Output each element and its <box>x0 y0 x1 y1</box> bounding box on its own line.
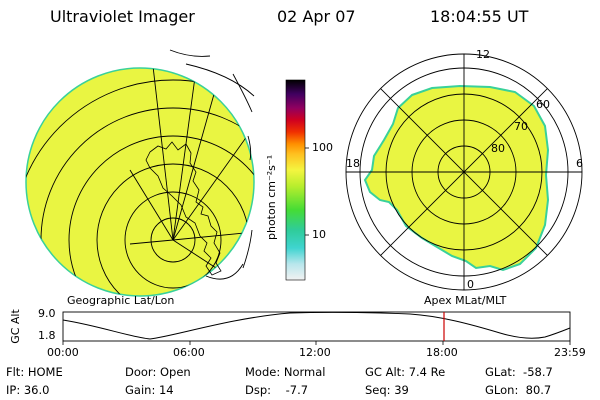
polar-plot <box>345 53 583 291</box>
color-bar <box>285 79 309 281</box>
color-bar-gradient <box>285 79 306 281</box>
instrument-title: Ultraviolet Imager <box>50 7 195 26</box>
colorbar-tick-100: 100 <box>312 141 333 154</box>
filter-readout: Flt: HOME <box>6 365 63 379</box>
seq-readout: Seq: 39 <box>365 383 409 397</box>
time-label-0600: 06:00 <box>173 346 205 359</box>
time-label-1800: 18:00 <box>426 346 458 359</box>
colorbar-unit-label: photon cm⁻²s⁻¹ <box>265 154 278 240</box>
glat-readout: GLat: -58.7 <box>485 365 553 379</box>
time-label-1200: 12:00 <box>299 346 331 359</box>
magnetic-map-label: Apex MLat/MLT <box>424 294 507 307</box>
door-readout: Door: Open <box>125 365 191 379</box>
mlt-label-18: 18 <box>346 157 360 170</box>
ip-readout: IP: 36.0 <box>6 383 50 397</box>
coastline <box>145 141 222 276</box>
colorbar-tick-10: 10 <box>312 228 326 241</box>
altitude-plot-frame <box>62 311 571 342</box>
mlat-label-60: 60 <box>536 98 550 111</box>
altitude-y-top: 9.0 <box>38 307 56 320</box>
mlt-label-6: 6 <box>576 157 583 170</box>
gc-alt-readout: GC Alt: 7.4 Re <box>365 365 446 379</box>
mode-readout: Mode: Normal <box>245 365 326 379</box>
mlt-label-12: 12 <box>476 48 490 61</box>
time-label-0000: 00:00 <box>47 346 79 359</box>
altitude-plot <box>62 311 571 345</box>
mlt-label-0: 0 <box>467 278 474 291</box>
altitude-axis-label: GC Alt <box>8 309 22 344</box>
glon-readout: GLon: 80.7 <box>485 383 552 397</box>
dsp-readout: Dsp: -7.7 <box>245 383 309 397</box>
time-ticks <box>62 341 571 345</box>
altitude-curve <box>62 311 571 340</box>
mlat-label-70: 70 <box>514 120 528 133</box>
earth-disk <box>25 67 255 297</box>
polar-grid <box>346 54 582 290</box>
date-label: 02 Apr 07 <box>277 7 356 26</box>
mlat-label-80: 80 <box>491 142 505 155</box>
time-label-2359: 23:59 <box>554 346 586 359</box>
limb-grid-extension <box>169 49 255 280</box>
altitude-y-bottom: 1.8 <box>38 329 56 342</box>
time-label: 18:04:55 UT <box>430 7 529 26</box>
gain-readout: Gain: 14 <box>125 383 174 397</box>
geographic-map-label: Geographic Lat/Lon <box>67 294 175 307</box>
